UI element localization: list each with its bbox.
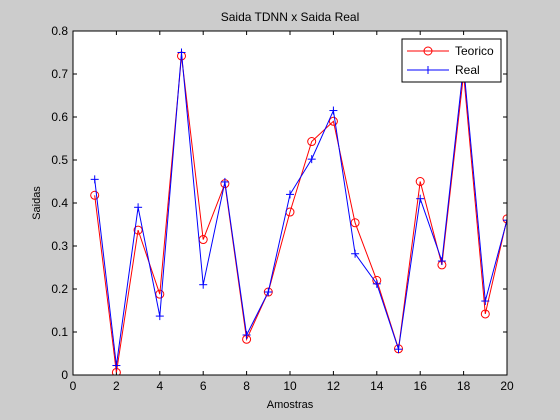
- series-layer: [90, 48, 507, 375]
- y-tick-label: 0: [61, 368, 68, 382]
- data-point: [351, 249, 360, 258]
- legend: Teorico Real: [401, 38, 502, 83]
- y-tick-label: 0.2: [51, 282, 68, 296]
- legend-marker-teorico: [423, 46, 433, 56]
- y-tick-label: 0.1: [51, 325, 68, 339]
- data-point: [480, 309, 490, 319]
- data-point: [437, 257, 446, 266]
- data-point: [329, 106, 338, 115]
- data-point: [481, 297, 490, 306]
- y-tick-label: 0.8: [51, 24, 68, 38]
- chart-title: Saida TDNN x Saida Real: [221, 10, 360, 24]
- data-point: [502, 214, 507, 224]
- x-tick-label: 18: [457, 379, 471, 393]
- data-point: [415, 177, 425, 186]
- x-axis-label: Amostras: [267, 399, 314, 411]
- y-axis-label: Saidas: [31, 186, 43, 220]
- x-tick-label: 14: [370, 379, 384, 393]
- data-point: [307, 137, 317, 147]
- x-tick-label: 20: [500, 379, 514, 393]
- data-point: [155, 312, 164, 321]
- x-tick-label: 0: [70, 379, 77, 393]
- data-point: [503, 216, 507, 225]
- legend-box: [401, 38, 502, 83]
- data-point: [394, 345, 403, 354]
- x-tick-label: 2: [113, 379, 120, 393]
- y-tick-label: 0.3: [51, 239, 68, 253]
- y-tick-label: 0.5: [51, 153, 68, 167]
- data-point: [372, 279, 381, 288]
- ticks: 0 2 4 6 8 10 12 14 16 18 20 0 0.1 0.2 0.3 0.4 0.5 0.6 0.7 0…: [51, 24, 514, 393]
- legend-label-real: Real: [455, 63, 480, 77]
- y-tick-label: 0.6: [51, 110, 68, 124]
- x-tick-label: 10: [283, 379, 297, 393]
- data-point: [416, 194, 425, 203]
- data-point: [242, 331, 251, 340]
- series-real: [90, 48, 507, 370]
- y-tick-label: 0.4: [51, 196, 68, 210]
- y-tick-label: 0.7: [51, 67, 68, 81]
- legend-label-teorico: Teorico: [455, 44, 494, 58]
- data-point: [350, 218, 360, 228]
- data-point: [286, 190, 294, 199]
- data-point: [112, 361, 121, 370]
- data-point: [90, 190, 100, 200]
- legend-marker-real: [424, 66, 432, 74]
- plot-area: [73, 31, 507, 375]
- data-point: [307, 155, 316, 164]
- plot-frame: [72, 30, 508, 376]
- data-point: [177, 48, 186, 57]
- data-point: [90, 175, 99, 184]
- x-tick-label: 4: [156, 379, 163, 393]
- data-point: [328, 116, 338, 126]
- x-tick-label: 6: [200, 379, 207, 393]
- series-line: [94, 52, 507, 366]
- data-point: [264, 288, 273, 297]
- x-tick-label: 16: [414, 379, 428, 393]
- x-tick-label: 8: [243, 379, 250, 393]
- data-point: [133, 225, 143, 235]
- data-point: [220, 177, 229, 186]
- data-point: [134, 203, 143, 212]
- x-tick-label: 12: [327, 379, 341, 393]
- data-point: [199, 280, 208, 289]
